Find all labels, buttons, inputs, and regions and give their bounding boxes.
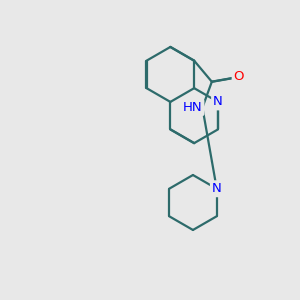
Text: N: N xyxy=(213,95,223,108)
Text: N: N xyxy=(212,182,222,195)
Text: HN: HN xyxy=(183,101,202,114)
Text: O: O xyxy=(234,70,244,83)
